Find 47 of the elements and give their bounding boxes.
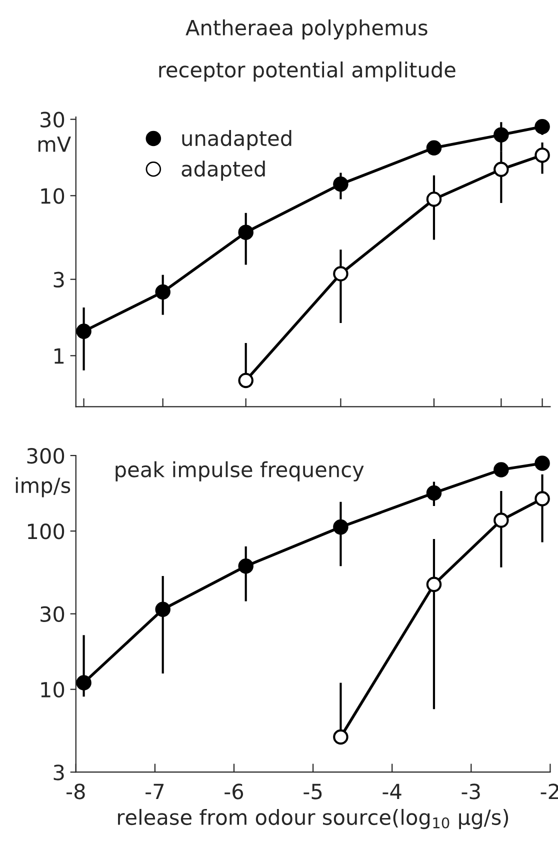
- point: [155, 602, 170, 618]
- y-tick-label: 30: [40, 606, 64, 622]
- x-tick-label: -6: [224, 784, 244, 800]
- legend-label: unadapted: [182, 130, 292, 150]
- chart-subtitle: receptor potential amplitude: [159, 61, 456, 82]
- x-tick-label: -5: [304, 784, 322, 800]
- x-axis-title: release from odour source(log$_{10}$ µg/s): [118, 808, 508, 830]
- point: [333, 266, 348, 282]
- y-tick-label: 10: [41, 682, 64, 698]
- point: [534, 491, 550, 506]
- point: [494, 462, 509, 478]
- y-tick-label: 3: [54, 272, 64, 288]
- point: [534, 456, 550, 471]
- point: [238, 558, 254, 574]
- point: [426, 576, 442, 592]
- point: [494, 127, 509, 142]
- point: [76, 324, 92, 339]
- point: [155, 284, 170, 300]
- point: [333, 519, 348, 535]
- x-tick-label: -7: [146, 784, 164, 800]
- x-tick-label: -3: [462, 784, 480, 800]
- point: [426, 192, 442, 207]
- y-tick-label: 1: [54, 348, 64, 364]
- point: [494, 512, 509, 528]
- y-tick-label: 300: [27, 448, 64, 464]
- x-tick-label: -2: [540, 784, 558, 800]
- point: [333, 176, 348, 192]
- x-tick-label: -8: [66, 784, 85, 800]
- point: [534, 119, 550, 134]
- x-tick-label: -4: [382, 784, 402, 800]
- point: [534, 148, 550, 163]
- y-axis-title: mV: [38, 136, 71, 152]
- y-tick-label: 3: [54, 764, 64, 780]
- chart-title: peak impulse frequency: [116, 461, 364, 482]
- chart-title: Antheraea polyphemus: [186, 19, 428, 40]
- point: [333, 729, 348, 745]
- point: [238, 372, 254, 388]
- point: [238, 224, 254, 240]
- y-tick-label: 30: [40, 112, 64, 128]
- point: [76, 675, 92, 690]
- point: [426, 140, 442, 156]
- y-tick-label: 100: [28, 524, 64, 540]
- y-tick-label: 10: [41, 188, 64, 204]
- point: [426, 485, 442, 501]
- y-axis-title: imp/s: [16, 477, 70, 498]
- point: [494, 162, 509, 177]
- legend-label: adapted: [182, 160, 265, 181]
